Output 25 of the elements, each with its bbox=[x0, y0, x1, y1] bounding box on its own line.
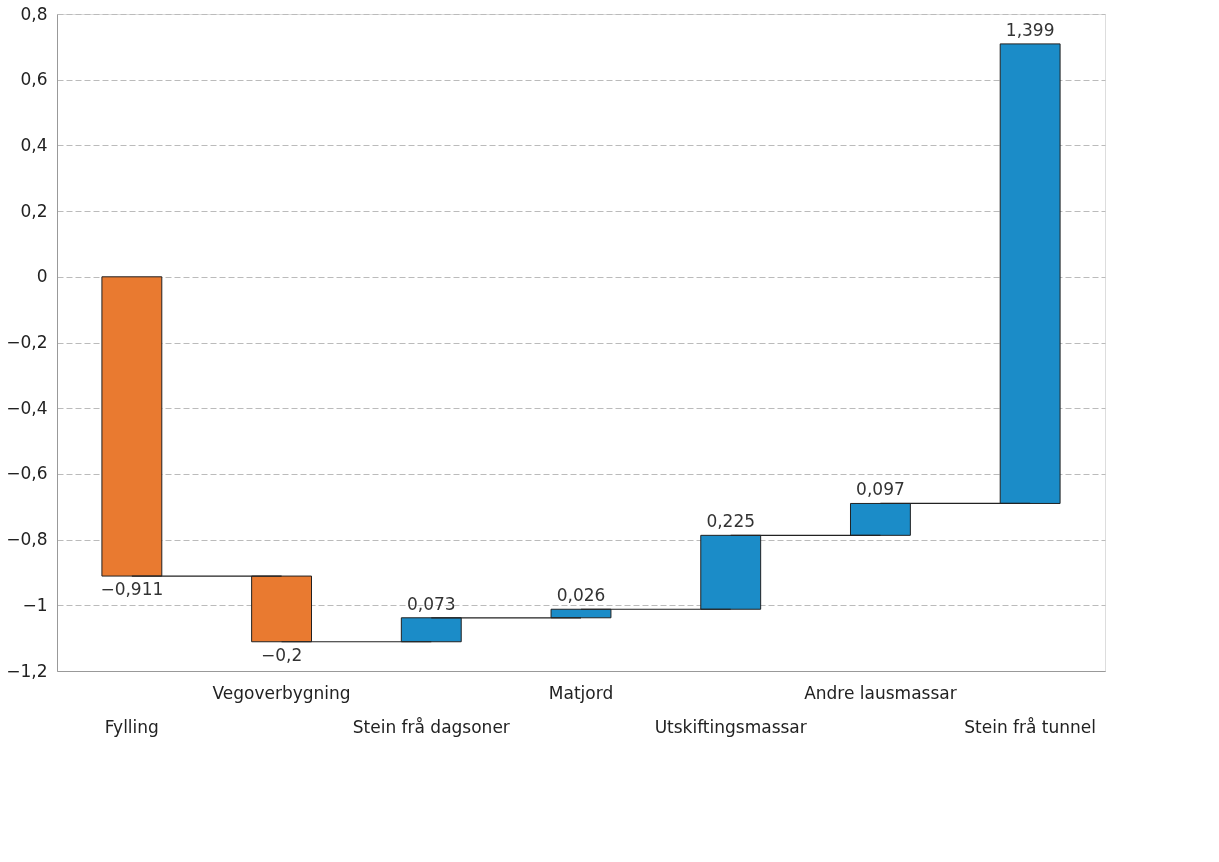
y-tick-label: −0,2 bbox=[6, 332, 48, 352]
x-tick-label: Matjord bbox=[548, 682, 614, 703]
y-tick-label: −0,6 bbox=[6, 463, 48, 484]
y-tick-label: 0,8 bbox=[20, 3, 48, 24]
x-tick-label: Andre lausmassar bbox=[804, 682, 957, 703]
x-tick-label: Fylling bbox=[104, 716, 159, 737]
data-label: 0,026 bbox=[556, 585, 606, 606]
y-tick-label: −0,8 bbox=[6, 529, 48, 550]
data-label: 0,225 bbox=[706, 511, 756, 532]
y-tick-label: 0,4 bbox=[20, 134, 48, 155]
y-tick-label: 0,6 bbox=[20, 69, 48, 90]
x-tick-label: Stein frå dagsoner bbox=[352, 716, 510, 737]
x-tick-label: Vegoverbygning bbox=[212, 682, 351, 703]
y-tick-label: 0,2 bbox=[20, 200, 48, 221]
y-tick-label: 0 bbox=[36, 266, 48, 287]
data-label: −0,911 bbox=[100, 579, 164, 600]
x-tick-label: Utskiftingsmassar bbox=[654, 716, 807, 737]
y-tick-label: −1 bbox=[22, 594, 48, 615]
x-tick-label: Stein frå tunnel bbox=[964, 716, 1097, 737]
data-label: 0,073 bbox=[406, 593, 456, 614]
data-label: 1,399 bbox=[1005, 19, 1055, 40]
data-label: 0,097 bbox=[856, 479, 905, 500]
y-tick-label: −1,2 bbox=[6, 660, 48, 681]
y-tick-label: −0,4 bbox=[6, 397, 48, 418]
data-label: −0,2 bbox=[260, 644, 303, 665]
